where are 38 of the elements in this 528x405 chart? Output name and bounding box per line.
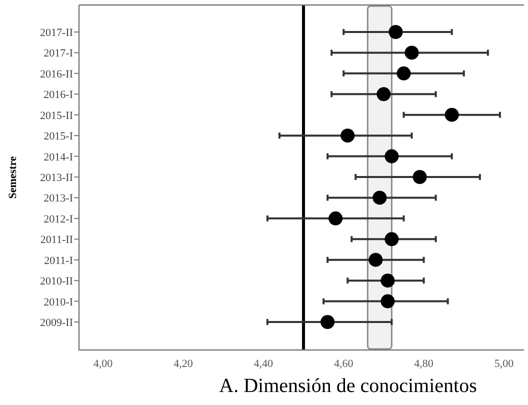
y-tick-label: 2014-I <box>44 151 74 164</box>
point <box>372 190 387 205</box>
point <box>444 108 459 122</box>
y-tick-label: 2010-II <box>40 276 74 288</box>
point <box>380 274 395 288</box>
y-tick-label: 2011-II <box>40 234 74 246</box>
text: A. Dimensión de conocimientos <box>219 375 478 397</box>
point <box>368 252 383 267</box>
y-tick-label: 2010-I <box>44 296 74 308</box>
y-tick-label: 2011-I <box>44 254 74 267</box>
point <box>412 170 427 184</box>
point <box>384 149 399 164</box>
point <box>380 294 395 308</box>
y-tick-label: 2017-II <box>40 27 74 39</box>
point <box>388 25 403 39</box>
point <box>328 211 343 226</box>
y-tick-label: 2015-I <box>44 130 74 143</box>
x-tick-label: 4,40 <box>254 358 274 370</box>
point <box>376 87 391 102</box>
y-tick-label: 2017-I <box>44 48 74 60</box>
y-tick-label: 2016-I <box>44 89 74 102</box>
y-axis-title: Semestre <box>7 156 19 199</box>
y-tick-label: 2012-I <box>44 213 74 226</box>
y-tick-label: 2013-I <box>44 192 74 205</box>
y-tick-label: 2009-II <box>40 317 74 329</box>
point <box>384 232 399 246</box>
x-tick-label: 5,00 <box>494 358 514 370</box>
y-tick-label: 2016-II <box>40 68 74 80</box>
point <box>396 66 411 80</box>
y-tick-label: 2013-II <box>40 172 74 184</box>
point <box>404 46 419 60</box>
point <box>320 315 335 329</box>
x-tick-label: 4,60 <box>334 358 354 370</box>
x-tick-label: 4,20 <box>174 358 194 370</box>
x-tick-label: 4,00 <box>93 358 114 370</box>
y-tick-label: 2015-II <box>40 110 74 122</box>
point <box>340 128 355 143</box>
x-tick-label: 4,80 <box>414 358 434 370</box>
